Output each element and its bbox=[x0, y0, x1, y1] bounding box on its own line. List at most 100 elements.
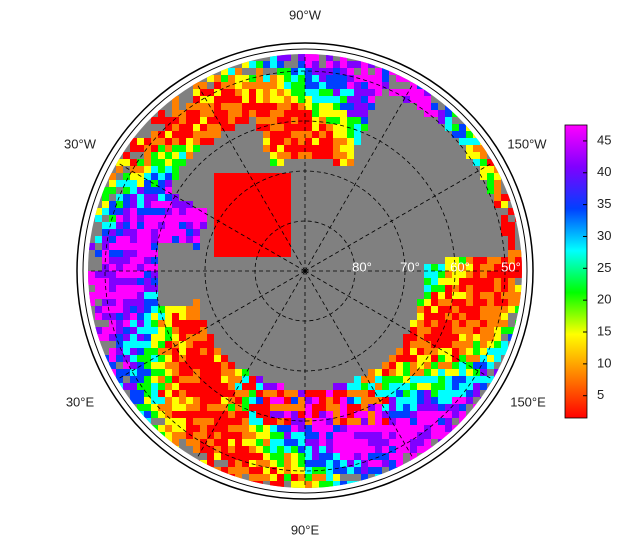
data-pixel bbox=[347, 390, 354, 397]
data-pixel bbox=[368, 61, 375, 68]
data-pixel bbox=[333, 75, 340, 82]
data-pixel bbox=[235, 460, 242, 467]
data-pixel bbox=[354, 124, 361, 131]
data-pixel bbox=[200, 124, 207, 131]
data-pixel bbox=[312, 446, 319, 453]
data-pixel bbox=[179, 418, 186, 425]
data-pixel bbox=[305, 474, 312, 481]
data-pixel bbox=[396, 390, 403, 397]
data-pixel bbox=[242, 201, 249, 208]
data-pixel bbox=[172, 208, 179, 215]
data-pixel bbox=[466, 341, 473, 348]
lon-label: 30°E bbox=[66, 394, 95, 409]
data-pixel bbox=[256, 187, 263, 194]
data-pixel bbox=[354, 439, 361, 446]
data-pixel bbox=[438, 369, 445, 376]
data-pixel bbox=[151, 180, 158, 187]
data-pixel bbox=[389, 439, 396, 446]
data-pixel bbox=[347, 418, 354, 425]
data-pixel bbox=[193, 362, 200, 369]
data-pixel bbox=[165, 152, 172, 159]
data-pixel bbox=[347, 124, 354, 131]
data-pixel bbox=[235, 404, 242, 411]
data-pixel bbox=[200, 334, 207, 341]
data-pixel bbox=[228, 110, 235, 117]
data-pixel bbox=[172, 383, 179, 390]
data-pixel bbox=[130, 292, 137, 299]
data-pixel bbox=[375, 467, 382, 474]
data-pixel bbox=[298, 446, 305, 453]
data-pixel bbox=[221, 208, 228, 215]
data-pixel bbox=[144, 138, 151, 145]
data-pixel bbox=[487, 313, 494, 320]
data-pixel bbox=[277, 110, 284, 117]
data-pixel bbox=[186, 390, 193, 397]
data-pixel bbox=[305, 404, 312, 411]
data-pixel bbox=[270, 215, 277, 222]
data-pixel bbox=[508, 292, 515, 299]
data-pixel bbox=[256, 236, 263, 243]
data-pixel bbox=[242, 397, 249, 404]
data-pixel bbox=[144, 383, 151, 390]
data-pixel bbox=[277, 222, 284, 229]
data-pixel bbox=[158, 201, 165, 208]
data-pixel bbox=[277, 460, 284, 467]
data-pixel bbox=[354, 138, 361, 145]
data-pixel bbox=[116, 159, 123, 166]
data-pixel bbox=[165, 397, 172, 404]
data-pixel bbox=[186, 124, 193, 131]
data-pixel bbox=[249, 467, 256, 474]
data-pixel bbox=[200, 355, 207, 362]
data-pixel bbox=[410, 355, 417, 362]
data-pixel bbox=[200, 208, 207, 215]
data-pixel bbox=[130, 159, 137, 166]
data-pixel bbox=[193, 89, 200, 96]
data-pixel bbox=[445, 404, 452, 411]
data-pixel bbox=[179, 222, 186, 229]
data-pixel bbox=[312, 54, 319, 61]
data-pixel bbox=[242, 208, 249, 215]
data-pixel bbox=[424, 96, 431, 103]
data-pixel bbox=[249, 194, 256, 201]
data-pixel bbox=[214, 75, 221, 82]
data-pixel bbox=[445, 418, 452, 425]
data-pixel bbox=[452, 299, 459, 306]
data-pixel bbox=[291, 138, 298, 145]
data-pixel bbox=[235, 68, 242, 75]
data-pixel bbox=[263, 432, 270, 439]
data-pixel bbox=[144, 201, 151, 208]
data-pixel bbox=[431, 362, 438, 369]
data-pixel bbox=[284, 460, 291, 467]
data-pixel bbox=[193, 82, 200, 89]
data-pixel bbox=[410, 418, 417, 425]
data-pixel bbox=[123, 222, 130, 229]
data-pixel bbox=[172, 159, 179, 166]
data-pixel bbox=[473, 152, 480, 159]
data-pixel bbox=[221, 250, 228, 257]
data-pixel bbox=[333, 61, 340, 68]
data-pixel bbox=[151, 306, 158, 313]
data-pixel bbox=[221, 117, 228, 124]
data-pixel bbox=[452, 355, 459, 362]
data-pixel bbox=[312, 82, 319, 89]
data-pixel bbox=[473, 383, 480, 390]
meridian bbox=[304, 270, 494, 380]
data-pixel bbox=[137, 201, 144, 208]
data-pixel bbox=[305, 138, 312, 145]
data-pixel bbox=[207, 89, 214, 96]
data-pixel bbox=[368, 453, 375, 460]
data-pixel bbox=[410, 404, 417, 411]
data-pixel bbox=[165, 124, 172, 131]
data-pixel bbox=[340, 61, 347, 68]
data-pixel bbox=[473, 299, 480, 306]
data-pixel bbox=[165, 138, 172, 145]
data-pixel bbox=[396, 397, 403, 404]
data-pixel bbox=[214, 432, 221, 439]
data-pixel bbox=[298, 124, 305, 131]
data-pixel bbox=[95, 292, 102, 299]
data-pixel bbox=[256, 89, 263, 96]
data-pixel bbox=[235, 222, 242, 229]
data-pixel bbox=[228, 250, 235, 257]
data-pixel bbox=[123, 292, 130, 299]
data-pixel bbox=[410, 82, 417, 89]
